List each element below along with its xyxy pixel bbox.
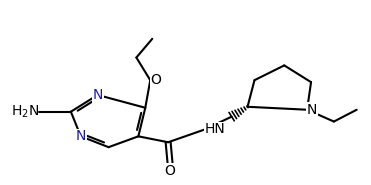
Text: HN: HN: [205, 122, 226, 136]
Text: O: O: [165, 164, 175, 178]
Text: O: O: [150, 73, 161, 87]
Text: N: N: [92, 88, 103, 102]
Text: H$_2$N: H$_2$N: [11, 103, 39, 120]
Text: N: N: [76, 129, 86, 143]
Text: N: N: [307, 103, 318, 117]
